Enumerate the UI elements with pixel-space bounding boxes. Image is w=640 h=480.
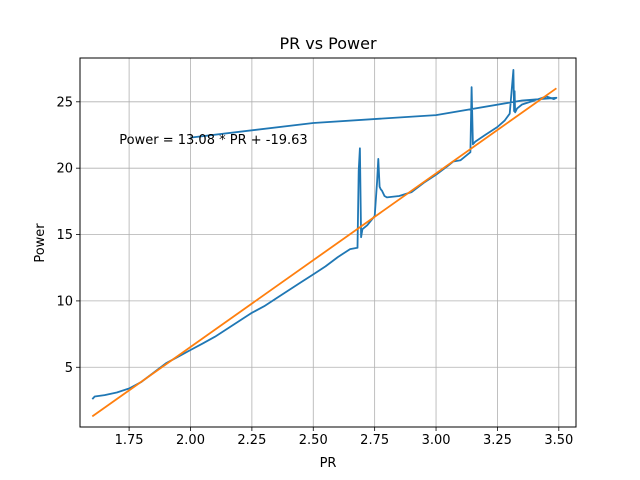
x-tick-label: 2.75 — [360, 433, 389, 448]
grid — [80, 58, 576, 427]
plot-frame — [79, 57, 577, 428]
y-tick-label: 15 — [56, 228, 73, 243]
fit-equation-annotation: Power = 13.08 * PR + -19.63 — [119, 133, 307, 148]
series-line-fit — [91, 87, 557, 418]
chart-title: PR vs Power — [279, 34, 377, 53]
x-axis-label: PR — [320, 456, 337, 471]
x-tick-label: 1.75 — [115, 433, 144, 448]
x-tick-label: 3.00 — [422, 433, 451, 448]
y-axis-label: Power — [33, 223, 48, 263]
x-tick-label: 2.50 — [299, 433, 328, 448]
y-tick-label: 25 — [56, 95, 73, 110]
x-tick-label: 3.50 — [544, 433, 573, 448]
series-layer — [91, 69, 558, 418]
y-tick-label: 10 — [56, 294, 73, 309]
x-tick-label: 2.25 — [237, 433, 266, 448]
x-tick-label: 3.25 — [483, 433, 512, 448]
ticks: 1.75 2.00 2.25 2.50 2.75 3.00 3.25 3.50 5 10 15 20 2… — [56, 95, 573, 448]
y-tick-label: 20 — [56, 162, 73, 177]
y-tick-label: 5 — [65, 361, 73, 376]
series-line-measured — [91, 69, 558, 400]
x-tick-label: 2.00 — [176, 433, 205, 448]
